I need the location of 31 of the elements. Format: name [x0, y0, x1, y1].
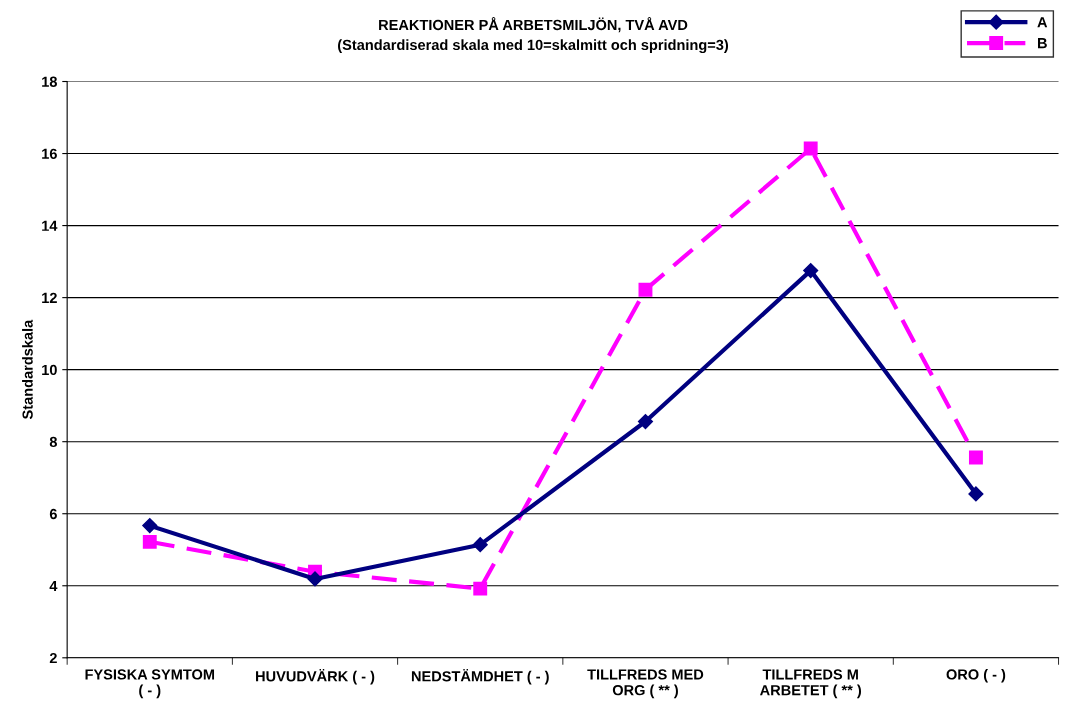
y-tick-label: 4 [49, 581, 58, 592]
point [142, 518, 158, 534]
point [472, 537, 488, 553]
y-tick-label: 18 [42, 76, 57, 87]
y-tick-label: 2 [49, 652, 57, 664]
x-tick-label: HUVUDVÄRK ( - ) [256, 668, 375, 685]
y-tick-label: 10 [42, 364, 57, 376]
x-tick-label: TILLFREDS M ARBETET ( ** ) [760, 669, 862, 699]
y-tick-label: 8 [49, 436, 57, 448]
point [307, 571, 323, 587]
legend-label: B [1037, 38, 1047, 49]
x-tick-label: FYSISKA SYMTOM ( - ) [85, 669, 215, 699]
y-axis-title: Standardskala [22, 319, 33, 420]
chart-subtitle: (Standardiserad skala med 10=skalmitt och spridning=3) [338, 39, 729, 53]
point [637, 413, 654, 430]
y-tick-label: 6 [49, 508, 57, 520]
chart-title: REAKTIONER PÅ ARBETSMILJÖN, TVÅ AVD [379, 17, 688, 33]
x-tick-label: TILLFREDS MED ORG ( ** ) [587, 669, 704, 699]
y-tick-label: 12 [42, 292, 57, 303]
y-tick-label: 14 [42, 220, 58, 231]
x-tick-label: ORO ( - ) [946, 668, 1006, 683]
y-tick-label: 16 [42, 148, 57, 159]
point [638, 282, 653, 297]
legend-label: A [1037, 17, 1048, 28]
x-tick-label: NEDSTÄMDHET ( - ) [411, 668, 549, 685]
point [803, 263, 819, 279]
point [142, 534, 157, 549]
point [803, 141, 818, 156]
point [968, 450, 983, 465]
point [473, 581, 488, 596]
point [968, 486, 984, 502]
